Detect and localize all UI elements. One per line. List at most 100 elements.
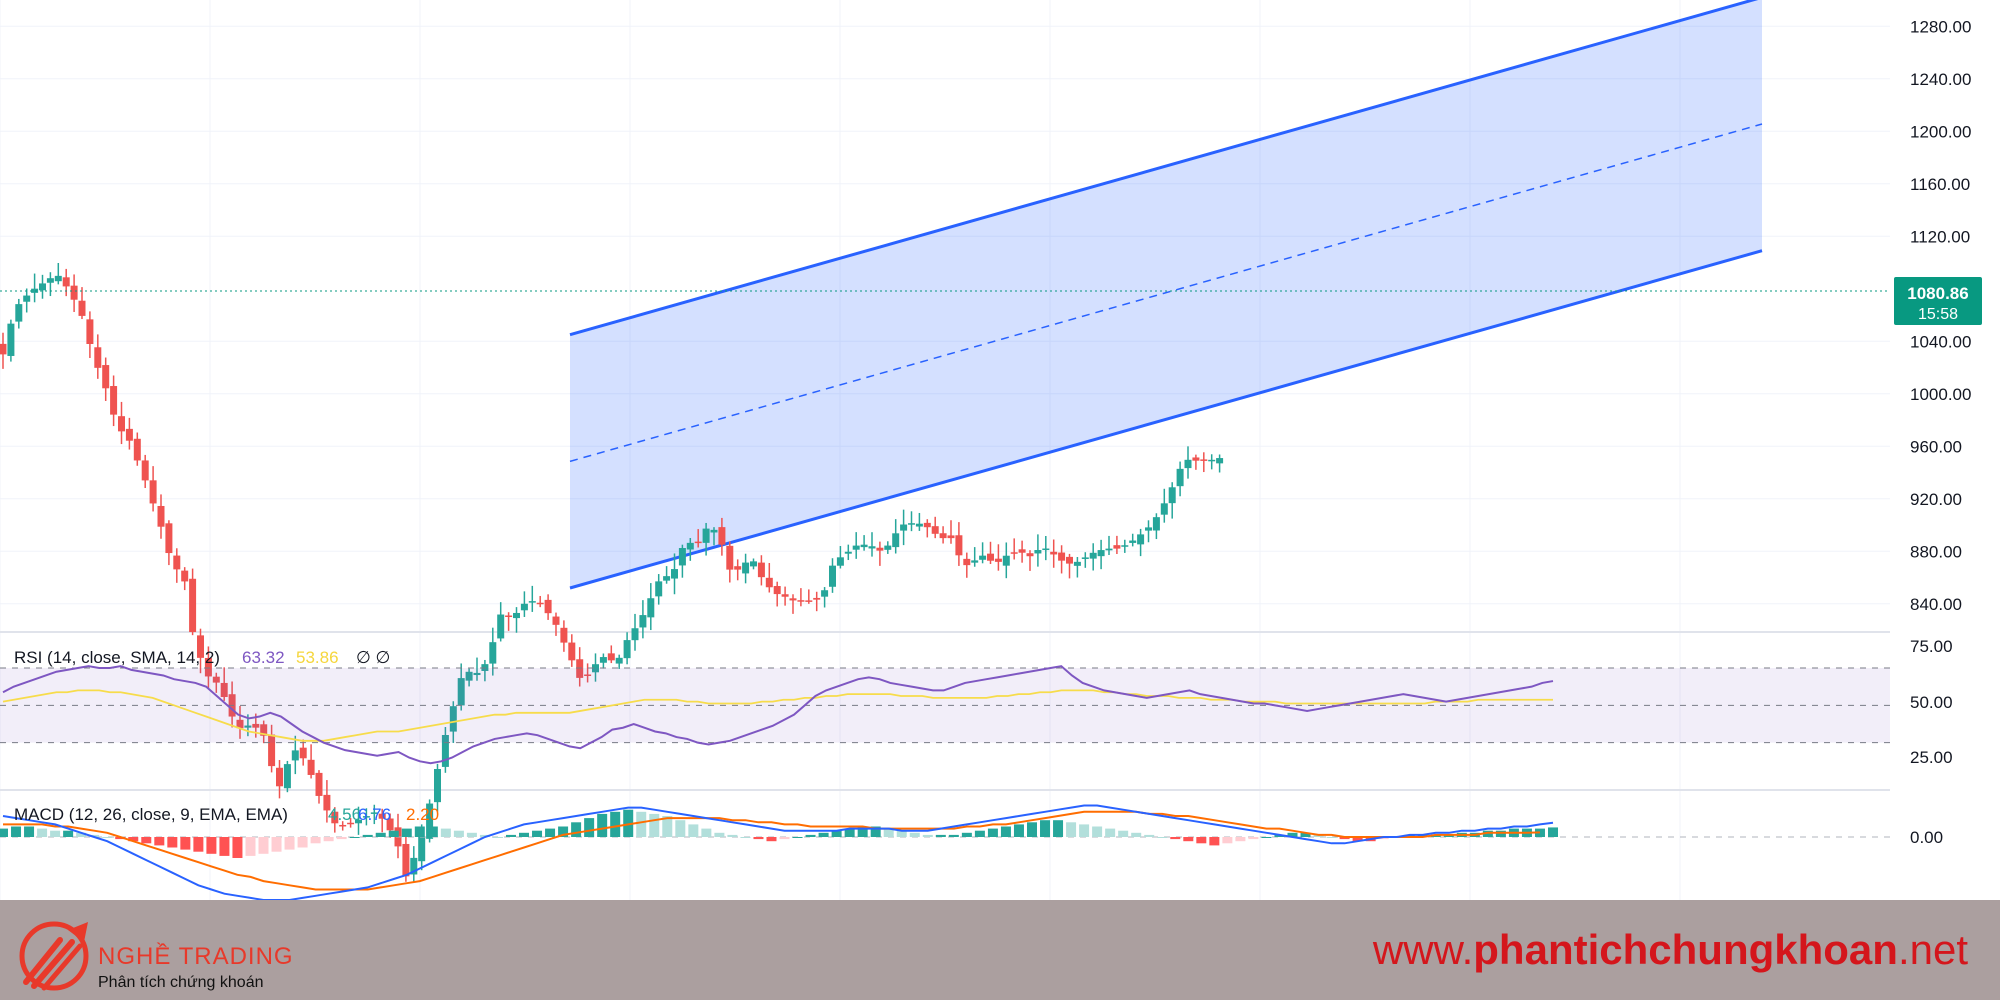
macd-hist-bar [297,837,308,848]
candle-body [742,562,750,574]
candle-body [268,734,276,767]
macd-hist-bar [896,830,907,837]
candle-body [1168,487,1176,504]
macd-hist-bar [466,832,477,837]
macd-hist-bar [688,824,699,837]
macd-hist-bar [1313,834,1324,837]
candle-body [347,822,355,825]
candle-body [78,300,86,316]
candle-body [252,723,260,728]
candle-body [299,747,307,759]
rsi-value: 63.32 [242,648,285,667]
price-tick-label: 1240.00 [1910,70,1971,89]
candle-body [860,544,868,548]
website-link[interactable]: www.phantichchungkhoan.net [1373,926,1968,974]
candle-body [979,555,987,560]
brand-tagline: Phân tích chứng khoán [98,974,264,991]
rsi-tick-label: 50.00 [1910,693,1953,712]
macd-hist-bar [388,830,399,837]
channel-fill [570,0,1762,588]
candle-body [449,706,457,732]
macd-hist-bar [310,837,321,844]
candle-body [1152,517,1160,531]
candle-body [315,772,323,796]
macd-hist-bar [323,837,334,842]
macd-hist-bar [11,826,22,837]
candle-body [1058,552,1066,561]
parallel-channel[interactable] [569,0,1763,590]
macd-signal-value: 2.20 [406,805,439,824]
macd-hist-bar [284,837,295,850]
channel-lower-line[interactable] [569,249,1763,590]
candle-body [781,594,789,597]
candle-body [1081,557,1089,559]
candle-body [615,657,623,664]
rsi-ma-value: 53.86 [296,648,339,667]
candle-body [1113,545,1121,549]
macd-pane[interactable]: 0.00 [0,804,1943,901]
candle-body [884,545,892,550]
macd-tick-label: 0.00 [1910,828,1943,847]
candle-body [1066,556,1073,564]
macd-hist-bar [0,828,8,837]
candle-body [1137,534,1145,545]
macd-hist-bar [1352,837,1363,842]
candle-body [497,614,505,639]
price-tick-label: 1200.00 [1910,122,1971,141]
macd-line [2,804,1554,900]
price-axis[interactable]: 1280.00 1240.00 1200.00 1160.00 1120.00 1040.… [1890,0,2000,900]
candle-body [805,600,813,602]
candle-body [1105,548,1113,551]
candle-body [410,857,418,875]
channel-upper-line[interactable] [569,0,1762,337]
candle-body [331,811,339,824]
channel-mid-line[interactable] [569,123,1763,463]
candle-body [528,601,536,603]
bar-countdown: 15:58 [1918,306,1958,323]
candle-body [520,603,528,611]
candle-body [821,590,829,597]
candle-body [489,642,497,664]
macd-hist-bar [1170,837,1181,840]
macd-hist-bar [1235,837,1246,842]
macd-hist-bar [805,834,816,837]
candle-body [173,555,181,570]
candle-body [7,323,15,356]
rsi-line [2,665,1554,765]
candle-body [1129,540,1137,543]
candle-body [765,577,773,588]
macd-hist-bar [1326,837,1337,838]
macd-hist-bar [935,834,946,837]
price-axis-bg [1890,0,2000,900]
candle-body [931,526,939,534]
site-suffix: .net [1897,926,1968,973]
chart-canvas[interactable]: 1280.00 1240.00 1200.00 1160.00 1120.00 1040.… [0,0,2000,900]
candle-body [908,523,915,525]
grid-lines [0,0,1890,900]
candle-body [378,813,386,819]
macd-hist-bar [1222,837,1233,844]
macd-hist-bar [50,830,61,837]
rsi-pane[interactable]: 75.00 50.00 25.00 [0,637,1953,767]
candle-body [1026,553,1034,557]
last-price-badge[interactable]: 1080.86 15:58 [1894,277,1982,325]
candle-body [244,725,252,728]
macd-hist-bar [1144,834,1155,837]
candle-body [671,569,678,579]
macd-hist-bar [492,837,503,838]
candle-body [141,460,149,481]
macd-hist-bar [245,837,256,856]
candle-body [54,275,62,282]
candle-body [773,586,781,595]
macd-hist-bar [1105,828,1116,837]
candle-body [726,545,734,570]
candle-body [1184,459,1192,469]
candle-body [678,548,686,566]
macd-hist-bar [414,826,425,837]
last-price-value: 1080.86 [1907,284,1968,303]
macd-hist-bar [870,826,881,837]
price-tick-label: 1160.00 [1910,175,1970,194]
macd-hist-bar [922,834,933,837]
candlestick-series [0,262,1224,882]
price-tick-label: 1000.00 [1910,385,1971,404]
